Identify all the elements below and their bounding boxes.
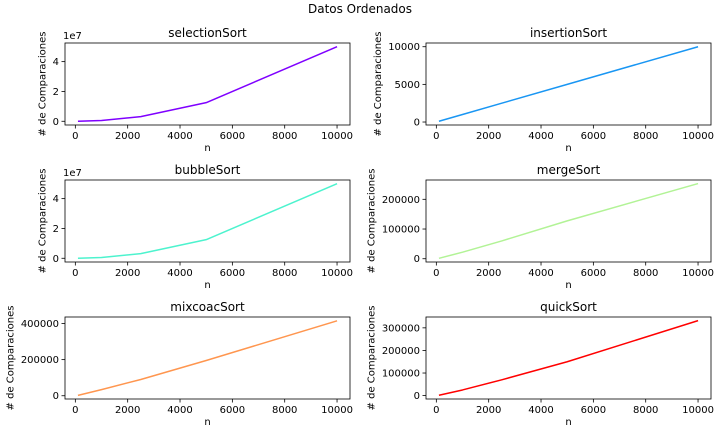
x-tick-label: 0 [433, 268, 439, 279]
y-tick-label: 4 [53, 194, 59, 205]
figure-suptitle: Datos Ordenados [308, 2, 412, 16]
x-tick-label: 2000 [476, 405, 501, 416]
y-tick-label: 0 [53, 254, 59, 265]
series-line [438, 46, 699, 122]
subplot-selectionSort: selectionSort 0 2000 4000 6000 8000 10000 0 2 4 1e… [38, 26, 353, 154]
y-tick-label: 10000 [388, 42, 420, 53]
x-tick-label: 6000 [581, 268, 606, 279]
subplot-bubbleSort: bubbleSort 0 2000 4000 6000 8000 10000 0 2 4 1e7 n #… [38, 163, 353, 291]
subplot-title: mixcoacSort [170, 300, 245, 314]
x-tick-label: 4000 [528, 268, 553, 279]
x-tick-label: 0 [433, 131, 439, 142]
subplot-title: bubbleSort [175, 163, 241, 177]
y-tick-label: 0 [414, 391, 420, 402]
axes-frame [425, 179, 712, 263]
y-offset-text: 1e7 [63, 31, 82, 42]
x-tick-label: 8000 [633, 268, 658, 279]
y-tick-label: 0 [414, 254, 420, 265]
x-tick-label: 10000 [321, 131, 353, 142]
x-tick-label: 0 [72, 131, 78, 142]
series-line [77, 46, 338, 123]
x-tick-label: 2000 [476, 131, 501, 142]
x-tick-label: 4000 [167, 268, 192, 279]
x-tick-label: 0 [72, 268, 78, 279]
x-tick-label: 6000 [220, 268, 245, 279]
x-tick-label: 2000 [115, 268, 140, 279]
y-tick-label: 200000 [382, 346, 420, 357]
y-tick-label: 100000 [382, 369, 420, 380]
y-tick-label: 0 [53, 117, 59, 128]
series-line [438, 182, 699, 260]
series-line [77, 183, 338, 260]
x-tick-label: 8000 [633, 131, 658, 142]
y-axis-label: # de Comparaciones [367, 306, 378, 411]
x-tick-label: 8000 [272, 405, 297, 416]
x-tick-label: 2000 [115, 405, 140, 416]
series-line [438, 319, 699, 397]
x-tick-label: 8000 [272, 131, 297, 142]
y-axis-label: # de Comparaciones [38, 32, 49, 137]
y-tick-label: 5000 [395, 80, 420, 91]
x-tick-label: 6000 [581, 405, 606, 416]
x-tick-label: 10000 [321, 405, 353, 416]
x-axis-label: n [204, 417, 210, 428]
x-tick-label: 4000 [167, 131, 192, 142]
subplot-title: selectionSort [168, 26, 247, 40]
y-axis-label: # de Comparaciones [367, 169, 378, 274]
y-tick-label: 0 [414, 118, 420, 129]
x-tick-label: 6000 [220, 405, 245, 416]
x-tick-label: 0 [433, 405, 439, 416]
y-tick-label: 4 [53, 57, 59, 68]
y-tick-label: 200000 [21, 355, 59, 366]
x-tick-label: 0 [72, 405, 78, 416]
x-tick-label: 6000 [220, 131, 245, 142]
y-axis-label: # de Comparaciones [373, 32, 384, 137]
axes-frame [425, 316, 712, 400]
x-axis-label: n [204, 143, 210, 154]
x-axis-label: n [565, 280, 571, 291]
y-tick-label: 2 [53, 87, 59, 98]
subplot-title: insertionSort [530, 26, 607, 40]
x-tick-label: 4000 [528, 405, 553, 416]
axes-frame [64, 42, 351, 126]
y-offset-text: 1e7 [63, 168, 82, 179]
x-tick-label: 10000 [682, 268, 714, 279]
y-axis-label: # de Comparaciones [6, 306, 17, 411]
x-tick-label: 10000 [682, 405, 714, 416]
x-axis-label: n [565, 143, 571, 154]
y-tick-label: 200000 [382, 195, 420, 206]
x-tick-label: 8000 [633, 405, 658, 416]
x-tick-label: 6000 [581, 131, 606, 142]
subplot-mixcoacSort: mixcoacSort 0 2000 4000 6000 8000 10000 0 200000… [6, 300, 353, 428]
subplot-title: mergeSort [537, 163, 601, 177]
axes-frame [64, 316, 351, 400]
axes-frame [64, 179, 351, 263]
subplot-title: quickSort [540, 300, 597, 314]
series-line [77, 320, 338, 397]
y-tick-label: 2 [53, 224, 59, 235]
y-tick-label: 0 [53, 391, 59, 402]
x-axis-label: n [204, 280, 210, 291]
x-tick-label: 2000 [115, 131, 140, 142]
x-tick-label: 10000 [682, 131, 714, 142]
y-tick-label: 300000 [382, 323, 420, 334]
y-tick-label: 400000 [21, 319, 59, 330]
x-tick-label: 8000 [272, 268, 297, 279]
x-tick-label: 4000 [167, 405, 192, 416]
y-axis-label: # de Comparaciones [38, 169, 49, 274]
x-tick-label: 4000 [528, 131, 553, 142]
x-tick-label: 10000 [321, 268, 353, 279]
x-axis-label: n [565, 417, 571, 428]
y-tick-label: 100000 [382, 225, 420, 236]
subplot-insertionSort: insertionSort 0 2000 4000 6000 8000 10000 0 5000… [373, 26, 714, 154]
x-tick-label: 2000 [476, 268, 501, 279]
